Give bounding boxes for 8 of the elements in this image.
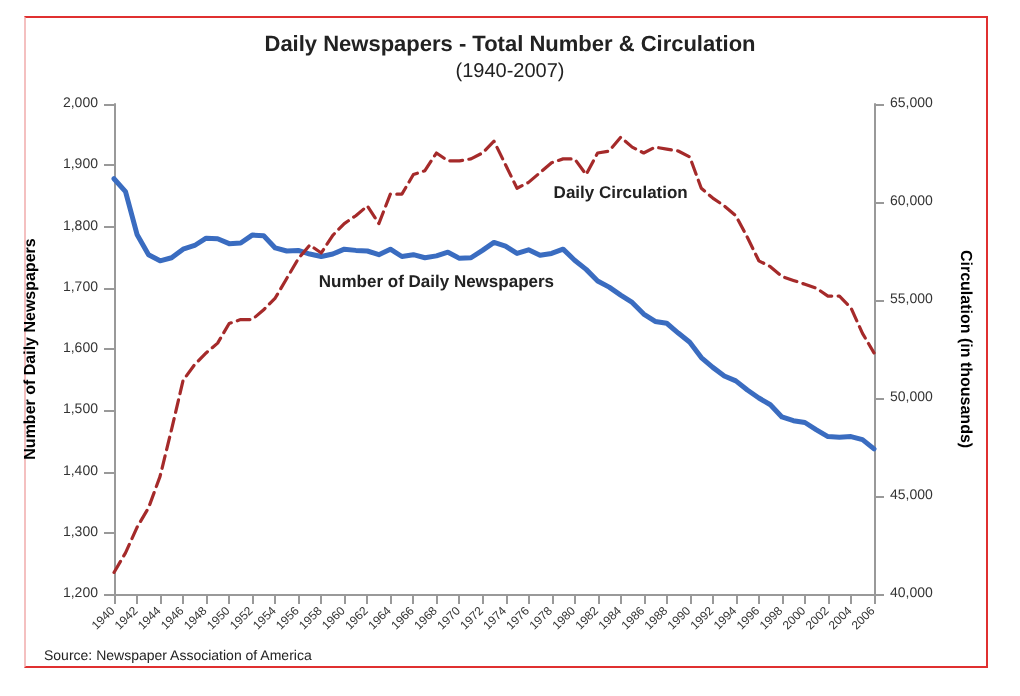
chart-title: Daily Newspapers - Total Number & Circulation xyxy=(264,33,757,57)
line-series xyxy=(111,176,877,452)
line-series xyxy=(112,135,876,575)
series-label: Number of Daily Newspapers xyxy=(318,270,555,291)
y2-axis-title: Circulation (in thousands) xyxy=(957,249,975,449)
chart-subtitle: (1940-2007) xyxy=(455,61,565,83)
y-axis-title: Number of Daily Newspapers xyxy=(21,237,39,460)
series-label: Daily Circulation xyxy=(553,182,688,203)
